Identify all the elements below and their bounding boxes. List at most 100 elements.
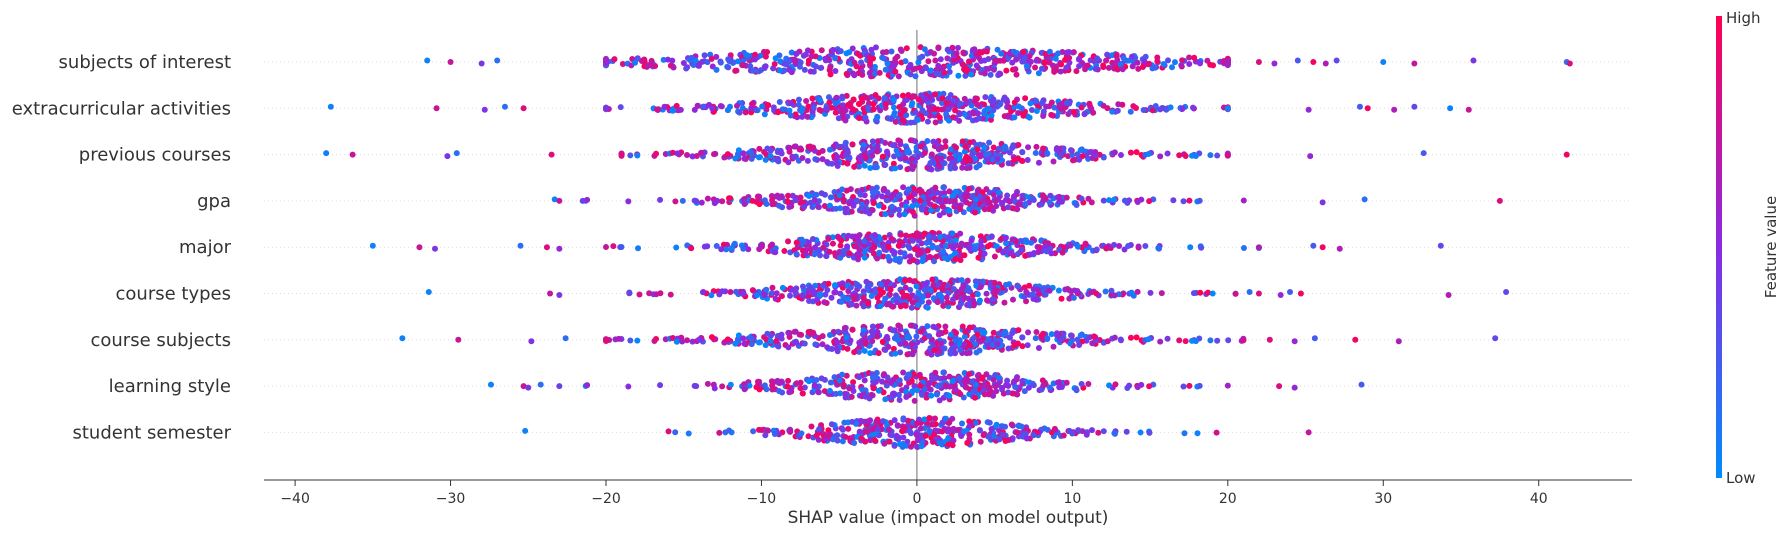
shap-point [874,114,881,121]
shap-point [897,238,904,245]
shap-point [906,428,913,435]
shap-point [1048,111,1055,118]
shap-point [832,68,839,75]
shap-point [797,59,804,66]
shap-point [1165,57,1172,64]
shap-point [1198,244,1205,251]
colorbar: High Low Feature value [1716,9,1780,487]
shap-point [1214,337,1221,344]
shap-point [627,337,634,344]
shap-point [861,254,868,261]
shap-point [651,152,658,159]
shap-point [1155,245,1162,252]
shap-point [1074,336,1081,343]
shap-point [1011,104,1018,111]
shap-point [870,101,877,108]
shap-point-outlier [1310,59,1317,65]
shap-point [841,419,848,426]
shap-point-outlier [1310,242,1317,249]
shap-point [774,109,781,116]
shap-point [909,351,916,358]
shap-point [779,106,786,113]
shap-point [922,432,929,439]
shap-point [842,209,849,216]
shap-point [875,387,882,394]
shap-point [832,100,839,107]
x-axis-ticks: −40 −30 −20 −10 0 10 20 30 40 [280,480,1548,507]
shap-point [824,344,831,351]
shap-point [853,302,860,309]
shap-point [851,163,858,170]
shap-point [711,151,718,158]
shap-point [933,139,940,146]
x-tick-label: −20 [591,491,621,507]
shap-point [1186,382,1193,389]
shap-point [833,95,840,102]
shap-point [763,286,770,293]
shap-point [1109,52,1116,59]
shap-point [844,243,851,250]
shap-point [961,428,968,435]
shap-point [1051,425,1058,432]
shap-point [918,206,925,213]
shap-point [833,160,840,167]
shap-point [728,245,735,252]
shap-point [989,296,996,303]
shap-point [673,338,680,345]
shap-point [1022,430,1029,437]
shap-point [791,56,798,63]
shap-point [764,145,771,152]
shap-point [949,344,956,351]
shap-point [1092,148,1099,155]
shap-point [935,146,942,153]
shap-point [936,163,943,170]
shap-point [971,209,978,216]
shap-point [936,195,943,202]
shap-point [928,207,935,214]
shap-point-outlier [1420,150,1427,157]
shap-point [740,150,747,157]
shap-point [1100,197,1107,204]
shap-point [1170,197,1177,204]
shap-point [969,151,976,158]
shap-point [769,284,776,291]
shap-point [973,349,980,356]
shap-point [936,212,943,219]
shap-point [873,238,880,245]
shap-point [673,102,680,109]
shap-point [861,162,868,169]
shap-point [1050,343,1057,350]
shap-point [835,143,842,150]
shap-point [981,250,988,257]
shap-point [1224,57,1231,64]
shap-point [883,148,890,155]
shap-point [818,47,825,54]
shap-point [915,96,922,103]
shap-point [748,150,755,157]
shap-point [880,253,887,260]
shap-point [747,63,754,70]
shap-point [867,59,873,66]
shap-point [897,231,904,238]
shap-point [957,391,964,398]
x-tick-label: 0 [912,491,921,507]
shap-point [709,105,716,112]
shap-point [1044,336,1051,343]
shap-point [921,46,928,53]
shap-point-outlier [1255,59,1262,65]
shap-point [991,433,998,440]
shap-point [842,394,849,401]
shap-point [849,141,856,148]
shap-point [1067,242,1074,249]
shap-point-outlier [1319,199,1326,206]
shap-point [957,205,964,212]
shap-point [895,391,902,398]
shap-point [1018,246,1025,253]
shap-point [1169,64,1176,71]
shap-point [926,239,933,246]
shap-point [776,52,783,59]
shap-point-outlier [1271,60,1278,67]
shap-point [959,61,966,68]
shap-point [960,281,967,288]
shap-point [935,331,942,338]
